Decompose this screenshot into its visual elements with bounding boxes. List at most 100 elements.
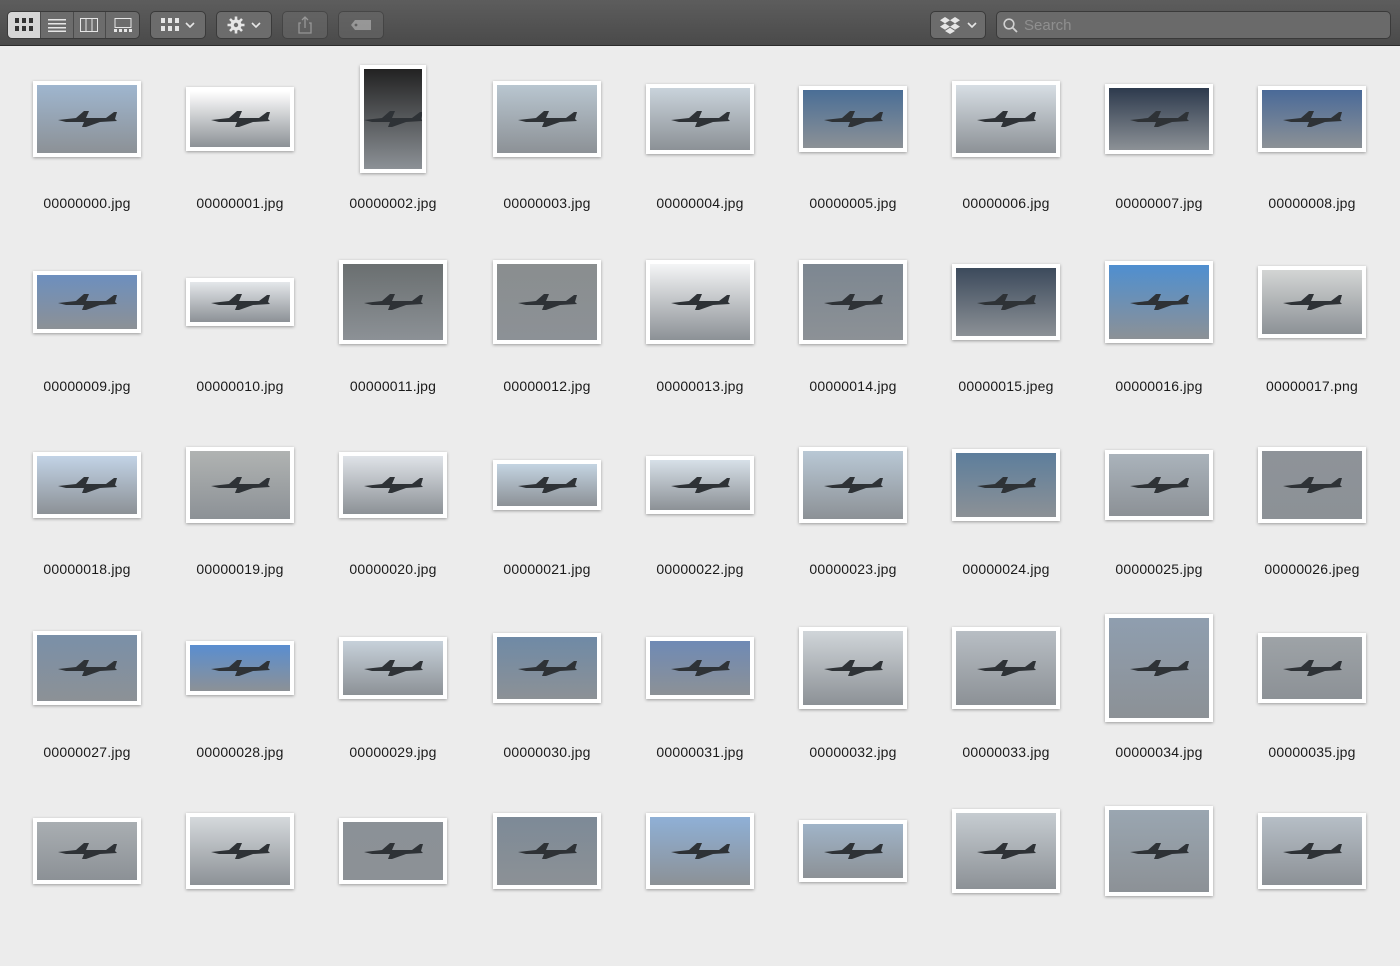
file-item[interactable] xyxy=(472,791,622,966)
file-item[interactable] xyxy=(778,791,928,966)
file-thumbnail[interactable] xyxy=(33,818,141,884)
file-item[interactable]: 00000032.jpg xyxy=(778,608,928,783)
file-item[interactable]: 00000021.jpg xyxy=(472,425,622,600)
file-thumbnail[interactable] xyxy=(493,633,601,703)
file-item[interactable]: 00000005.jpg xyxy=(778,59,928,234)
file-thumbnail[interactable] xyxy=(799,627,907,709)
file-item[interactable] xyxy=(625,791,775,966)
file-thumbnail[interactable] xyxy=(493,460,601,510)
file-thumbnail[interactable] xyxy=(186,813,294,889)
file-thumbnail[interactable] xyxy=(646,260,754,344)
file-thumbnail[interactable] xyxy=(1258,86,1366,152)
file-thumbnail[interactable] xyxy=(952,264,1060,340)
search-input[interactable] xyxy=(1024,16,1364,34)
file-item[interactable] xyxy=(318,791,468,966)
file-item[interactable]: 00000029.jpg xyxy=(318,608,468,783)
file-item[interactable]: 00000026.jpeg xyxy=(1237,425,1387,600)
file-thumbnail[interactable] xyxy=(952,627,1060,709)
file-item[interactable]: 00000001.jpg xyxy=(165,59,315,234)
file-item[interactable]: 00000004.jpg xyxy=(625,59,775,234)
file-item[interactable]: 00000023.jpg xyxy=(778,425,928,600)
file-thumbnail[interactable] xyxy=(1105,614,1213,722)
file-item[interactable]: 00000015.jpeg xyxy=(931,242,1081,417)
file-thumbnail[interactable] xyxy=(493,813,601,889)
file-item[interactable]: 00000002.jpg xyxy=(318,59,468,234)
file-thumbnail[interactable] xyxy=(952,81,1060,157)
file-thumbnail[interactable] xyxy=(339,637,447,699)
file-thumbnail[interactable] xyxy=(493,260,601,344)
edit-tags-button[interactable] xyxy=(338,11,384,39)
file-item[interactable]: 00000000.jpg xyxy=(12,59,162,234)
file-thumbnail[interactable] xyxy=(1258,813,1366,889)
file-item[interactable]: 00000028.jpg xyxy=(165,608,315,783)
file-thumbnail[interactable] xyxy=(339,452,447,518)
file-item[interactable]: 00000013.jpg xyxy=(625,242,775,417)
file-item[interactable]: 00000010.jpg xyxy=(165,242,315,417)
file-item[interactable]: 00000014.jpg xyxy=(778,242,928,417)
file-thumbnail[interactable] xyxy=(646,456,754,514)
file-thumbnail[interactable] xyxy=(186,87,294,151)
file-item[interactable]: 00000034.jpg xyxy=(1084,608,1234,783)
file-item[interactable] xyxy=(12,791,162,966)
file-thumbnail[interactable] xyxy=(1258,266,1366,338)
file-item[interactable]: 00000016.jpg xyxy=(1084,242,1234,417)
file-thumbnail[interactable] xyxy=(33,631,141,705)
share-button[interactable] xyxy=(282,11,328,39)
file-item[interactable]: 00000012.jpg xyxy=(472,242,622,417)
file-thumbnail[interactable] xyxy=(799,86,907,152)
file-thumbnail[interactable] xyxy=(799,260,907,344)
file-thumbnail[interactable] xyxy=(339,818,447,884)
file-item[interactable]: 00000027.jpg xyxy=(12,608,162,783)
file-thumbnail[interactable] xyxy=(646,813,754,889)
file-thumbnail[interactable] xyxy=(339,260,447,344)
file-item[interactable] xyxy=(931,791,1081,966)
file-thumbnail[interactable] xyxy=(1258,447,1366,523)
file-item[interactable]: 00000035.jpg xyxy=(1237,608,1387,783)
icon-view-button[interactable] xyxy=(8,12,41,38)
file-item[interactable]: 00000017.png xyxy=(1237,242,1387,417)
file-thumbnail[interactable] xyxy=(1105,84,1213,154)
action-button[interactable] xyxy=(216,11,272,39)
file-item[interactable]: 00000025.jpg xyxy=(1084,425,1234,600)
file-item[interactable]: 00000033.jpg xyxy=(931,608,1081,783)
file-thumbnail[interactable] xyxy=(952,449,1060,521)
file-item[interactable]: 00000003.jpg xyxy=(472,59,622,234)
search-field[interactable] xyxy=(996,11,1391,39)
file-thumbnail[interactable] xyxy=(646,84,754,154)
file-item[interactable]: 00000006.jpg xyxy=(931,59,1081,234)
file-item[interactable]: 00000020.jpg xyxy=(318,425,468,600)
file-item[interactable]: 00000022.jpg xyxy=(625,425,775,600)
list-view-button[interactable] xyxy=(41,12,74,38)
file-thumbnail[interactable] xyxy=(360,65,426,173)
column-view-button[interactable] xyxy=(74,12,107,38)
file-item[interactable]: 00000009.jpg xyxy=(12,242,162,417)
file-thumbnail[interactable] xyxy=(493,81,601,157)
file-item[interactable]: 00000007.jpg xyxy=(1084,59,1234,234)
file-item[interactable]: 00000008.jpg xyxy=(1237,59,1387,234)
file-thumbnail[interactable] xyxy=(33,271,141,333)
file-thumbnail[interactable] xyxy=(186,641,294,695)
file-item[interactable]: 00000031.jpg xyxy=(625,608,775,783)
file-thumbnail[interactable] xyxy=(1105,261,1213,343)
group-by-button[interactable] xyxy=(150,11,206,39)
file-item[interactable] xyxy=(1237,791,1387,966)
file-item[interactable] xyxy=(1084,791,1234,966)
file-thumbnail[interactable] xyxy=(952,809,1060,893)
file-thumbnail[interactable] xyxy=(646,637,754,699)
file-thumbnail[interactable] xyxy=(186,278,294,326)
file-thumbnail[interactable] xyxy=(1258,633,1366,703)
file-item[interactable]: 00000030.jpg xyxy=(472,608,622,783)
file-thumbnail[interactable] xyxy=(1105,806,1213,896)
file-thumbnail[interactable] xyxy=(799,820,907,882)
file-item[interactable]: 00000011.jpg xyxy=(318,242,468,417)
dropbox-button[interactable] xyxy=(930,11,986,39)
file-item[interactable]: 00000018.jpg xyxy=(12,425,162,600)
file-thumbnail[interactable] xyxy=(33,452,141,518)
file-thumbnail[interactable] xyxy=(1105,450,1213,520)
file-item[interactable]: 00000019.jpg xyxy=(165,425,315,600)
file-thumbnail[interactable] xyxy=(33,81,141,157)
file-thumbnail[interactable] xyxy=(799,447,907,523)
gallery-view-button[interactable] xyxy=(106,12,139,38)
file-thumbnail[interactable] xyxy=(186,447,294,523)
file-item[interactable]: 00000024.jpg xyxy=(931,425,1081,600)
